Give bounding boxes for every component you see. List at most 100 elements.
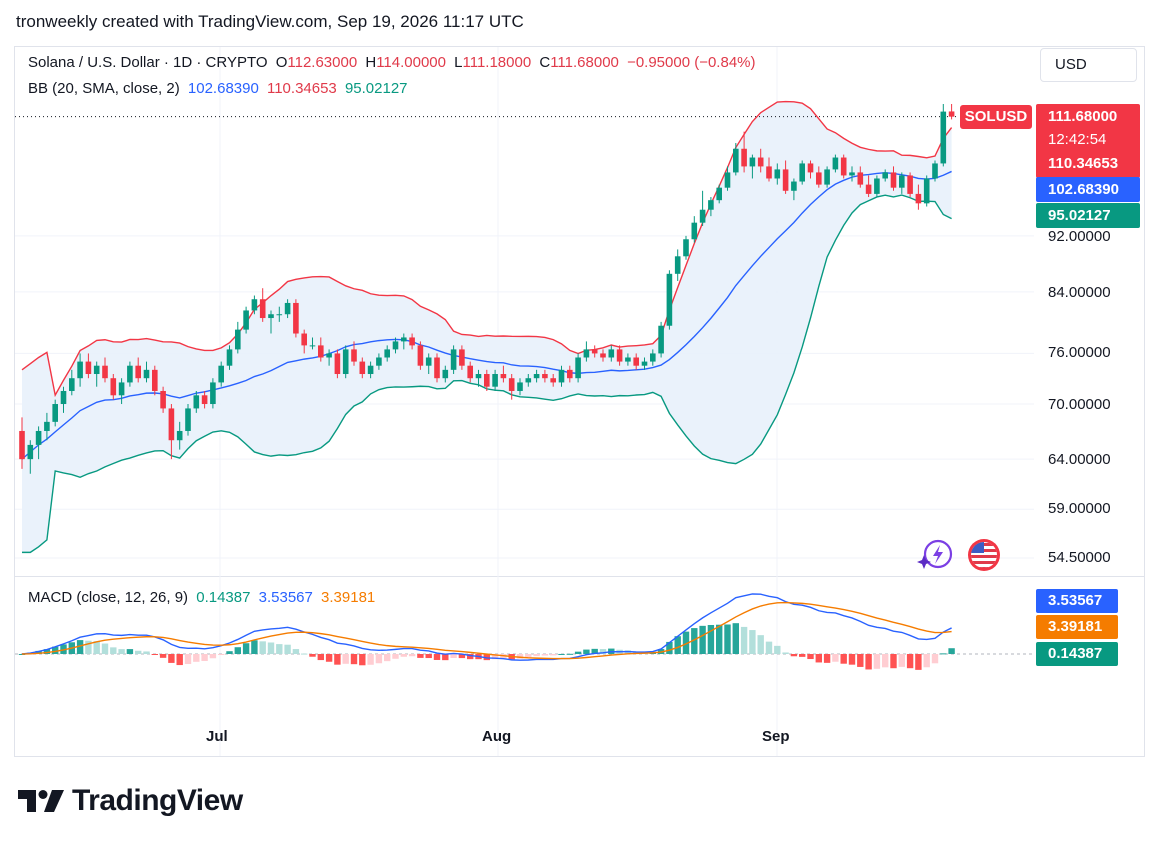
candle[interactable] [840,157,847,176]
candle[interactable] [741,148,747,167]
tradingview-logo-icon[interactable] [16,786,66,821]
candle[interactable] [218,365,224,383]
candle[interactable] [567,369,573,379]
candle[interactable] [450,349,457,370]
candle[interactable] [467,365,473,379]
candle[interactable] [890,172,897,188]
candle[interactable] [608,349,615,358]
candle[interactable] [201,395,208,405]
candle[interactable] [791,181,797,191]
candle[interactable] [243,310,249,330]
candle[interactable] [583,349,590,358]
candle[interactable] [832,157,839,170]
candle[interactable] [716,187,722,201]
candle[interactable] [425,357,432,366]
candle[interactable] [558,369,565,383]
candle[interactable] [907,175,913,194]
candle[interactable] [284,302,291,315]
candle[interactable] [591,349,598,354]
candle[interactable] [102,365,108,379]
candle[interactable] [641,361,648,366]
candle[interactable] [633,357,639,366]
candle[interactable] [69,378,75,391]
candle[interactable] [542,374,548,379]
candle[interactable] [500,374,507,379]
candle[interactable] [699,209,706,223]
candle[interactable] [650,353,656,362]
candle[interactable] [874,178,880,194]
candle[interactable] [226,349,233,366]
candle[interactable] [143,369,150,379]
candle[interactable] [882,172,888,179]
candle[interactable] [674,256,681,274]
candle[interactable] [749,157,756,167]
symbol-name[interactable]: Solana / U.S. Dollar · 1D · CRYPTO [28,54,268,71]
candle[interactable] [77,361,83,379]
candle[interactable] [774,169,781,179]
candle[interactable] [434,357,440,379]
candle[interactable] [301,333,307,346]
candle[interactable] [816,172,822,185]
candle[interactable] [27,444,34,460]
candle[interactable] [459,349,465,366]
candle[interactable] [923,178,930,204]
bb-label[interactable]: BB (20, SMA, close, 2) [28,80,180,97]
candle[interactable] [334,353,341,375]
candle[interactable] [600,353,606,358]
candle[interactable] [616,349,623,362]
candle[interactable] [658,325,664,354]
candle[interactable] [135,365,141,379]
candle[interactable] [757,157,764,167]
candle[interactable] [807,163,814,173]
candle[interactable] [210,382,216,405]
candle[interactable] [517,382,523,391]
candle[interactable] [160,390,166,409]
candle[interactable] [857,172,864,185]
candle[interactable] [733,148,739,173]
candle[interactable] [525,378,532,383]
us-flag-icon[interactable] [967,538,1001,572]
candle[interactable] [484,374,490,387]
candle[interactable] [118,382,125,396]
candle[interactable] [276,314,283,316]
candle[interactable] [940,111,947,164]
candle[interactable] [168,408,175,441]
candle[interactable] [824,169,830,185]
candle[interactable] [193,395,200,409]
candle[interactable] [799,163,805,182]
candle[interactable] [342,349,349,375]
tradingview-wordmark[interactable]: TradingView [72,784,243,817]
candle[interactable] [508,378,515,391]
candle[interactable] [359,361,366,375]
candle[interactable] [475,374,482,379]
candle[interactable] [52,404,58,422]
candle[interactable] [724,172,731,188]
candle[interactable] [766,166,772,179]
candle[interactable] [492,374,498,387]
candle[interactable] [384,349,390,358]
candle[interactable] [625,357,631,362]
macd-label[interactable]: MACD (close, 12, 26, 9) [28,589,189,606]
candle[interactable] [915,193,922,204]
candle[interactable] [575,357,581,379]
candle[interactable] [849,172,855,176]
candle[interactable] [351,349,357,362]
candle[interactable] [376,357,382,366]
candle[interactable] [110,378,117,396]
candle[interactable] [127,365,133,383]
candle[interactable] [93,365,100,375]
candle[interactable] [683,239,689,257]
candle[interactable] [417,345,424,366]
lightning-icon[interactable] [916,538,956,572]
candle[interactable] [708,200,714,210]
candle[interactable] [235,329,241,350]
candle[interactable] [85,361,92,375]
candle[interactable] [176,430,183,441]
candle[interactable] [782,169,789,191]
candle[interactable] [251,299,258,311]
candle[interactable] [326,353,332,358]
candle[interactable] [392,341,399,350]
candle[interactable] [367,365,374,375]
candle[interactable] [152,369,158,391]
